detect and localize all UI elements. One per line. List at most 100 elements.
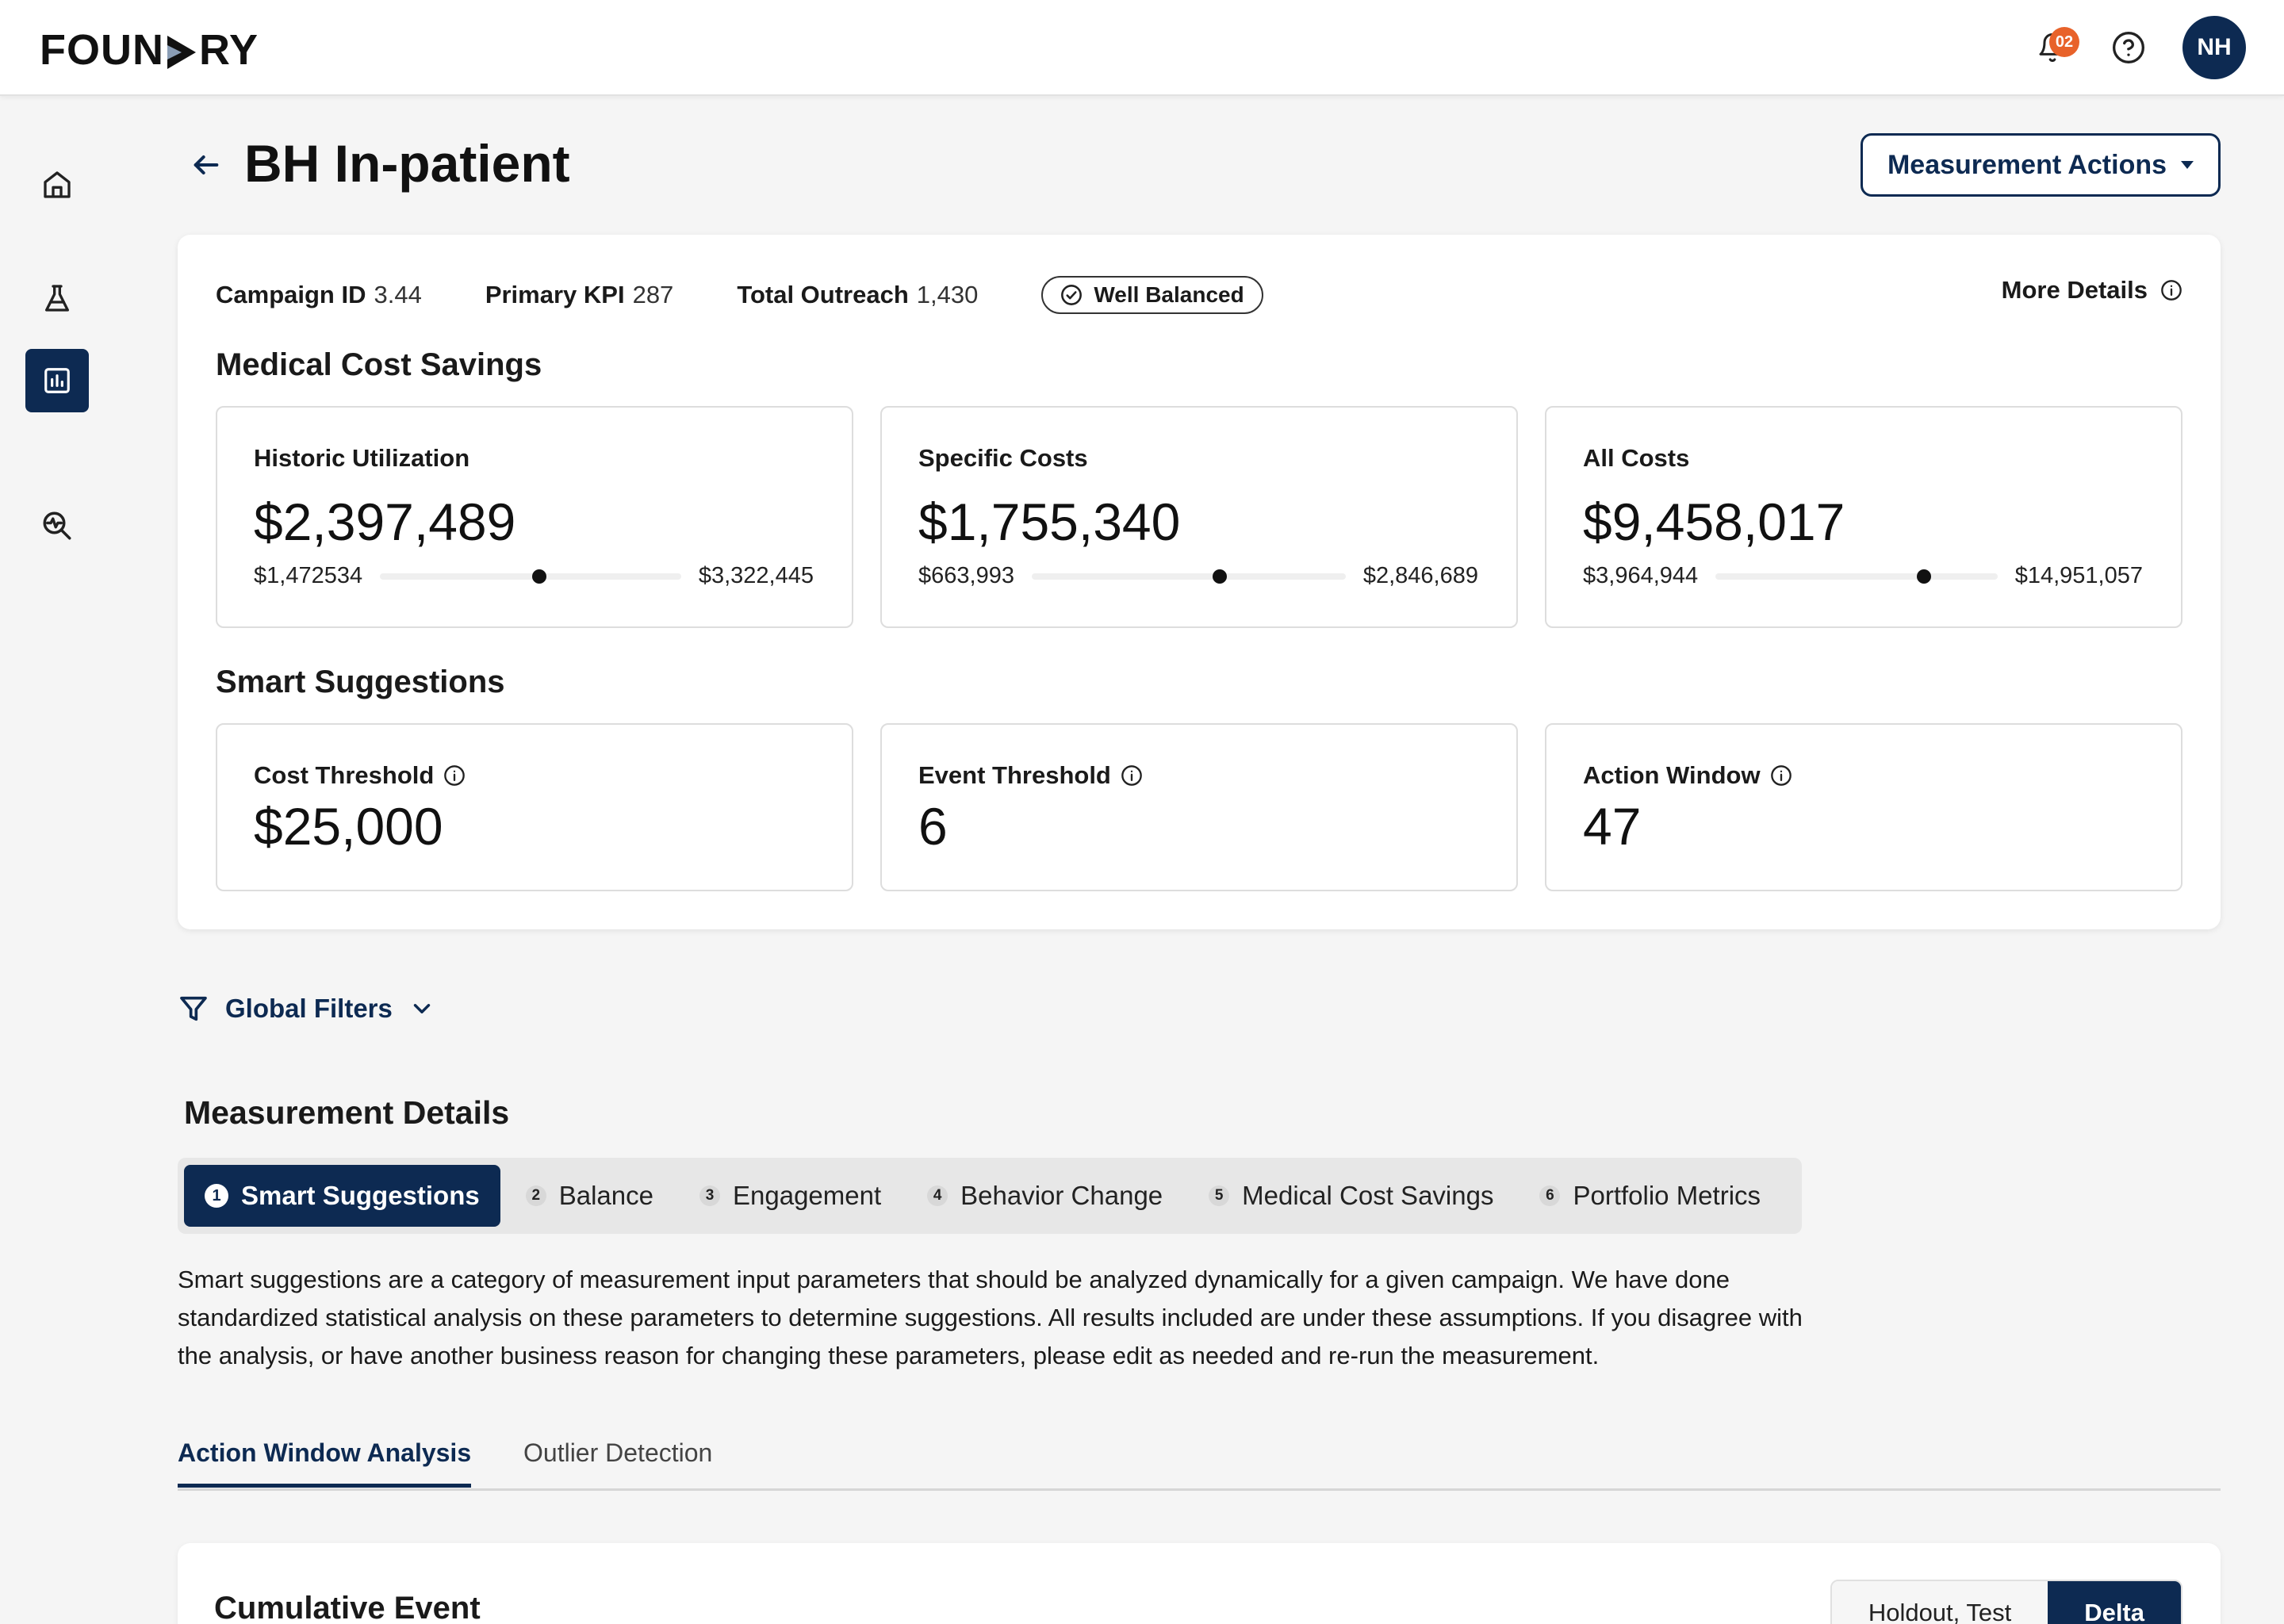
more-details-label: More Details (2001, 276, 2148, 304)
page-title: BH In-patient (244, 134, 570, 193)
more-details-link[interactable]: More Details (2002, 276, 2182, 304)
status-badge: Well Balanced (1041, 276, 1263, 314)
measurement-details-heading: Measurement Details (184, 1094, 510, 1131)
step-number: 4 (927, 1185, 948, 1206)
measurement-actions-label: Measurement Actions (1887, 149, 2167, 180)
medical-cost-savings-heading: Medical Cost Savings (216, 347, 542, 382)
range-max: $14,951,057 (2014, 563, 2143, 588)
info-icon[interactable] (1121, 764, 1143, 787)
cost-card-value: $1,755,340 (918, 492, 1181, 551)
help-icon (2113, 32, 2144, 63)
view-toggle: Holdout, Test Delta (1830, 1580, 2182, 1624)
step-label: Behavior Change (960, 1181, 1163, 1210)
global-filters-toggle[interactable]: Global Filters (178, 993, 435, 1025)
caret-down-icon (2181, 161, 2194, 169)
step-smart-suggestions[interactable]: 1 Smart Suggestions (184, 1165, 500, 1227)
range-track (1031, 569, 1346, 584)
step-behavior-change[interactable]: 4 Behavior Change (906, 1165, 1183, 1227)
step-number: 2 (525, 1185, 546, 1206)
global-filters-label: Global Filters (225, 994, 393, 1023)
smart-suggestions-heading: Smart Suggestions (216, 665, 505, 699)
total-outreach-label: Total Outreach (737, 281, 909, 308)
cumulative-event-card: Cumulative Event Holdout, Test Delta (178, 1543, 2221, 1624)
cost-card-value: $9,458,017 (1583, 492, 1845, 551)
sidebar-item-analysis[interactable] (25, 494, 89, 557)
range-marker (1917, 569, 1932, 584)
smart-card-value: $25,000 (254, 797, 443, 856)
step-label: Smart Suggestions (241, 1181, 480, 1210)
step-number: 5 (1209, 1185, 1230, 1206)
step-number: 1 (205, 1184, 228, 1208)
smart-card-label: Action Window (1583, 761, 1792, 790)
status-label: Well Balanced (1094, 282, 1244, 307)
chart-icon (44, 368, 70, 393)
range-min: $3,964,944 (1583, 563, 1699, 588)
toggle-holdout-test[interactable]: Holdout, Test (1831, 1581, 2048, 1624)
step-number: 6 (1539, 1185, 1561, 1206)
sidebar (0, 96, 111, 1624)
smart-card-label-text: Cost Threshold (254, 761, 435, 789)
measurement-actions-button[interactable]: Measurement Actions (1861, 133, 2221, 197)
smart-card-label-text: Action Window (1583, 761, 1761, 789)
smart-card-action-window: Action Window 47 (1545, 723, 2182, 891)
cost-card-label: Historic Utilization (254, 444, 470, 472)
cost-card-specific-costs: Specific Costs $1,755,340 $663,993 $2,84… (880, 406, 1518, 628)
notification-badge: 02 (2049, 27, 2079, 57)
range-max: $3,322,445 (698, 563, 814, 588)
step-balance[interactable]: 2 Balance (505, 1165, 674, 1227)
smart-card-value: 47 (1583, 797, 1642, 856)
tab-outlier-detection[interactable]: Outlier Detection (523, 1438, 713, 1467)
notifications-button[interactable]: 02 (2030, 25, 2079, 70)
logo-mark-icon (166, 32, 197, 69)
step-label: Medical Cost Savings (1242, 1181, 1494, 1210)
info-icon[interactable] (1770, 764, 1792, 787)
smart-card-label-text: Event Threshold (918, 761, 1111, 789)
foundry-logo[interactable]: FOUN RY (40, 25, 259, 75)
measurement-stepper: 1 Smart Suggestions 2 Balance 3 Engageme… (178, 1158, 1802, 1234)
step-label: Portfolio Metrics (1573, 1181, 1761, 1210)
range-max: $2,846,689 (1362, 563, 1478, 588)
info-icon (2161, 280, 2182, 301)
smart-card-label: Cost Threshold (254, 761, 466, 790)
cost-range: $663,993 $2,846,689 (918, 563, 1478, 589)
smart-suggestions-description: Smart suggestions are a category of meas… (178, 1266, 1803, 1369)
cost-card-historic-utilization: Historic Utilization $2,397,489 $1,47253… (216, 406, 853, 628)
analysis-tabs: Action Window Analysis Outlier Detection (178, 1435, 2221, 1491)
step-engagement[interactable]: 3 Engagement (679, 1165, 902, 1227)
campaign-summary-card: Campaign ID 3.44 Primary KPI 287 Total Out… (178, 235, 2221, 929)
chevron-down-icon (413, 1004, 431, 1013)
cost-card-value: $2,397,489 (254, 492, 516, 551)
cost-card-label: Specific Costs (918, 444, 1088, 472)
campaign-id: Campaign ID 3.44 (216, 281, 422, 309)
step-portfolio-metrics[interactable]: 6 Portfolio Metrics (1519, 1165, 1781, 1227)
step-label: Balance (558, 1181, 653, 1210)
tab-action-window-analysis[interactable]: Action Window Analysis (178, 1438, 472, 1488)
logo-text-left: FOUN (40, 26, 164, 74)
range-marker (532, 569, 547, 584)
step-label: Engagement (733, 1181, 882, 1210)
help-button[interactable] (2106, 25, 2151, 70)
back-button[interactable] (184, 143, 228, 187)
sidebar-item-measurement[interactable] (25, 349, 89, 412)
logo-text-right: RY (198, 26, 259, 74)
range-track (1715, 569, 1998, 584)
campaign-id-value: 3.44 (374, 281, 422, 308)
primary-kpi-value: 287 (632, 281, 674, 308)
cost-range: $3,964,944 $14,951,057 (1583, 563, 2143, 589)
range-min: $663,993 (918, 563, 1014, 588)
step-medical-cost-savings[interactable]: 5 Medical Cost Savings (1188, 1165, 1514, 1227)
info-icon[interactable] (443, 764, 466, 787)
campaign-id-label: Campaign ID (216, 281, 366, 308)
toggle-delta[interactable]: Delta (2048, 1581, 2181, 1624)
smart-card-cost-threshold: Cost Threshold $25,000 (216, 723, 853, 891)
filter-icon (180, 996, 207, 1021)
topbar-actions: 02 NH (2030, 16, 2246, 79)
range-track (380, 569, 681, 584)
cost-card-label: All Costs (1583, 444, 1690, 472)
sidebar-item-experiments[interactable] (25, 266, 89, 330)
range-marker (1213, 569, 1228, 584)
arrow-left-icon (194, 155, 219, 174)
sidebar-item-home[interactable] (25, 153, 89, 216)
avatar[interactable]: NH (2182, 16, 2246, 79)
cumulative-event-title: Cumulative Event (214, 1591, 481, 1624)
